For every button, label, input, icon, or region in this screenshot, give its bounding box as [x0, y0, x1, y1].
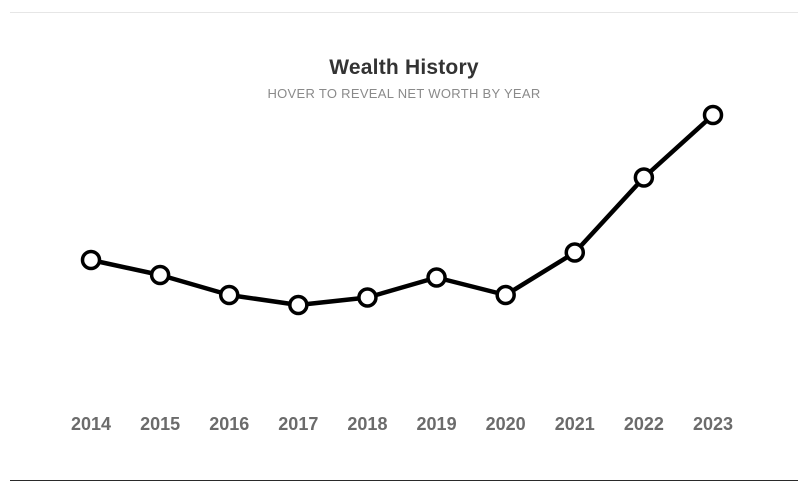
x-tick-label-2020: 2020	[486, 414, 526, 434]
x-tick-label-2019: 2019	[417, 414, 457, 434]
chart-frame	[10, 12, 798, 481]
data-point-2023[interactable]	[702, 104, 724, 126]
x-tick-label-2015: 2015	[140, 414, 180, 434]
markers-group	[80, 104, 724, 316]
data-point-2021[interactable]	[564, 242, 586, 263]
chart-subtitle: HOVER TO REVEAL NET WORTH BY YEAR	[267, 86, 541, 101]
x-tick-label-2016: 2016	[209, 414, 249, 434]
data-point-2015[interactable]	[149, 264, 171, 286]
data-point-2018[interactable]	[357, 287, 378, 308]
data-point-2014[interactable]	[80, 249, 102, 271]
data-point-2016[interactable]	[218, 284, 240, 306]
x-tick-label-2022: 2022	[624, 414, 664, 434]
data-point-2017[interactable]	[288, 294, 309, 316]
x-tick-label-2021: 2021	[555, 414, 595, 434]
x-axis-labels: 2014 2015 2016 2017 2018 2019 2020 2021 2022 2023	[71, 414, 733, 434]
x-tick-label-2018: 2018	[347, 414, 387, 434]
x-tick-label-2017: 2017	[278, 414, 318, 434]
data-point-2022[interactable]	[633, 167, 655, 188]
series-line	[88, 112, 716, 308]
x-tick-label-2014: 2014	[71, 414, 111, 434]
data-point-2019[interactable]	[426, 267, 447, 288]
data-point-2020[interactable]	[495, 284, 516, 306]
x-tick-label-2023: 2023	[693, 414, 733, 434]
chart-title: Wealth History	[329, 56, 479, 79]
